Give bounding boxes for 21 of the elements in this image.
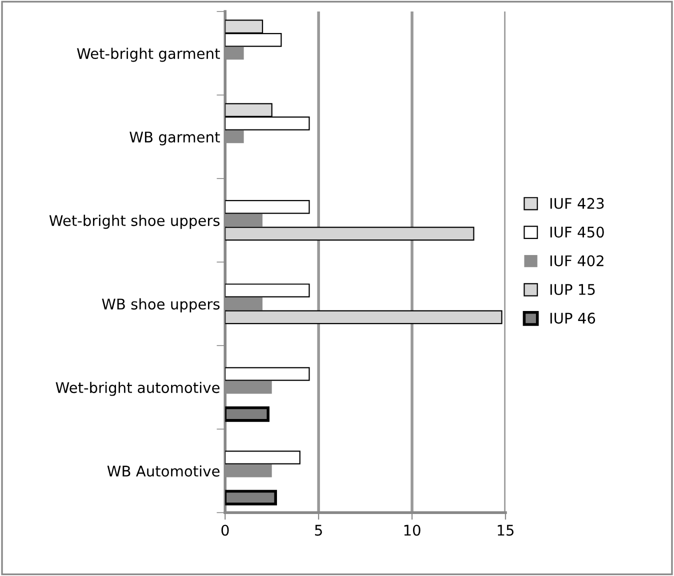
bar (225, 226, 474, 241)
x-tick-label: 10 (404, 524, 420, 536)
x-tick-label: 0 (221, 524, 229, 536)
y-tick-label: WB garment (130, 132, 220, 146)
y-tick-label: Wet-bright automotive (56, 382, 220, 396)
y-tick-label: Wet-bright shoe uppers (49, 214, 220, 229)
bar (225, 310, 502, 324)
bar (225, 450, 300, 464)
y-tick-label: Wet-bright garment (76, 48, 220, 62)
bar (225, 367, 310, 381)
y-tick-label: WB shoe uppers (102, 298, 220, 312)
legend-label: IUP 46 (550, 312, 596, 324)
legend-label: IUP 15 (550, 284, 595, 296)
bar (225, 284, 310, 298)
x-tick-label: 15 (498, 524, 514, 536)
y-tick-label: WB Automotive (107, 465, 220, 477)
legend-label: IUF 423 (550, 198, 604, 209)
legend-label: IUF 450 (550, 226, 604, 238)
legend-label: IUF 402 (550, 255, 604, 266)
x-tick-label: 5 (315, 524, 322, 536)
bar (225, 200, 310, 214)
